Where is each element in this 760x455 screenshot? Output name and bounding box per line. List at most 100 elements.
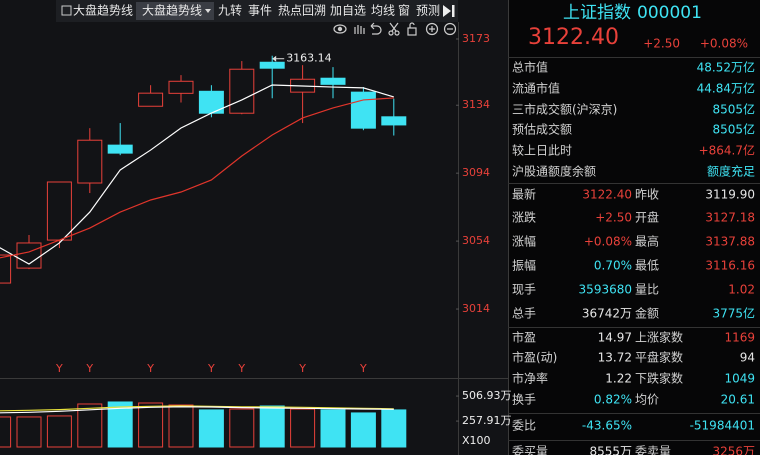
candle-body bbox=[350, 91, 376, 129]
table-label: 昨收 bbox=[635, 188, 659, 202]
y-tick-label: 3134 bbox=[462, 98, 490, 111]
table-value: 1049 bbox=[724, 372, 755, 386]
table-value: 1169 bbox=[724, 331, 755, 345]
signal-label: Y bbox=[55, 362, 63, 375]
table-value: 3122.40 bbox=[582, 188, 632, 202]
table-label: 委卖量 bbox=[635, 445, 671, 455]
table-value: 94 bbox=[740, 351, 755, 365]
volume-bar bbox=[0, 416, 12, 448]
y-tick-label: 3054 bbox=[462, 234, 490, 247]
stat-label: 三市成交额(沪深京) bbox=[512, 102, 617, 117]
stat-value: +864.7亿 bbox=[699, 143, 755, 158]
toolbar-item[interactable]: 事件 bbox=[248, 4, 272, 18]
volume-ma-line bbox=[0, 405, 394, 412]
stat-value: 48.52万亿 bbox=[697, 60, 755, 75]
end-icon[interactable] bbox=[443, 5, 455, 17]
table-value: 0.82% bbox=[594, 393, 632, 407]
table-label: 市盈(动) bbox=[512, 350, 557, 365]
table-label: 最新 bbox=[512, 187, 536, 202]
table-value: 8555万 bbox=[589, 445, 632, 455]
table-value: 3775亿 bbox=[712, 306, 755, 321]
table-label: 涨跌 bbox=[512, 210, 536, 225]
table-label: 最高 bbox=[635, 234, 659, 249]
checkbox[interactable] bbox=[61, 5, 72, 16]
volume-bar bbox=[229, 408, 255, 448]
change: +2.50 bbox=[643, 37, 680, 51]
table-label: 市净率 bbox=[512, 371, 548, 386]
table-value: +2.50 bbox=[595, 211, 632, 225]
stat-label: 总市值 bbox=[512, 60, 548, 75]
table-label: 换手 bbox=[512, 393, 536, 407]
candle-body bbox=[381, 116, 407, 126]
volume-bar bbox=[138, 402, 164, 448]
table-value: 0.70% bbox=[594, 259, 632, 273]
stat-value: 额度充足 bbox=[707, 164, 755, 179]
candle-body bbox=[46, 181, 72, 241]
table-value: -51984401 bbox=[690, 419, 755, 433]
table-value: 3119.90 bbox=[705, 188, 755, 202]
volume-tick-label: 506.93万 bbox=[462, 389, 512, 402]
volume-bar bbox=[290, 408, 316, 448]
table-value: 3127.18 bbox=[705, 211, 755, 225]
volume-bar bbox=[381, 409, 407, 448]
stat-value: 44.84万亿 bbox=[697, 81, 755, 96]
table-label: 市盈 bbox=[512, 330, 536, 345]
stat-label: 较上日此时 bbox=[512, 143, 572, 158]
table-label: 金额 bbox=[635, 306, 659, 321]
signal-label: Y bbox=[237, 362, 245, 375]
volume-bar bbox=[46, 415, 72, 448]
tool-icons[interactable] bbox=[333, 22, 457, 36]
change-pct: +0.08% bbox=[700, 37, 748, 51]
table-label: 委买量 bbox=[512, 445, 548, 455]
candle-body bbox=[229, 68, 255, 114]
table-label: 总手 bbox=[512, 307, 536, 321]
table-label: 振幅 bbox=[512, 258, 536, 273]
candle-body bbox=[77, 139, 103, 184]
panel-bg bbox=[508, 0, 760, 455]
volume-bar bbox=[320, 409, 346, 448]
candle-body bbox=[138, 92, 164, 107]
table-value: 3137.88 bbox=[705, 235, 755, 249]
table-label: 现手 bbox=[512, 283, 536, 297]
volume-bar bbox=[350, 412, 376, 448]
candle-body bbox=[320, 77, 346, 85]
dropdown-arrow bbox=[205, 9, 211, 13]
table-value: 3116.16 bbox=[705, 259, 755, 273]
table-label: 下跌家数 bbox=[635, 371, 683, 386]
table-value: 36742万 bbox=[582, 307, 632, 321]
toolbar-item[interactable]: 大盘趋势线 bbox=[73, 3, 133, 18]
stat-value: 8505亿 bbox=[712, 102, 755, 117]
candle-body bbox=[107, 144, 133, 154]
table-value: 1.22 bbox=[605, 372, 632, 386]
toolbar-item[interactable]: 热点回溯 bbox=[278, 3, 326, 18]
candle-body bbox=[0, 254, 12, 284]
toolbar-item[interactable]: 加自选 bbox=[330, 4, 366, 18]
table-label: 上涨家数 bbox=[635, 330, 683, 345]
high-annotation: 3163.14 bbox=[286, 52, 332, 65]
chart-bg bbox=[0, 0, 508, 455]
table-label: 委比 bbox=[512, 419, 536, 433]
toolbar-item[interactable]: 均线 bbox=[371, 4, 395, 18]
toolbar-item[interactable]: 九转 bbox=[218, 3, 242, 18]
toolbar-item[interactable]: 预测 bbox=[416, 4, 440, 18]
signal-label: Y bbox=[207, 362, 215, 375]
table-value: 1.02 bbox=[728, 283, 755, 297]
y-tick-label: 3094 bbox=[462, 166, 490, 179]
volume-ma-line bbox=[0, 406, 394, 414]
toolbar-item[interactable]: 大盘趋势线 bbox=[142, 3, 202, 18]
toolbar-active[interactable] bbox=[136, 2, 214, 20]
table-label: 最低 bbox=[635, 259, 659, 273]
stat-label: 流通市值 bbox=[512, 81, 560, 96]
volume-bar bbox=[77, 403, 103, 448]
volume-bar bbox=[16, 416, 42, 448]
signal-label: Y bbox=[298, 362, 306, 375]
table-label: 平盘家数 bbox=[635, 350, 683, 365]
toolbar-item[interactable]: 窗 bbox=[398, 4, 410, 18]
table-value: 14.97 bbox=[598, 331, 632, 345]
volume-unit: X100 bbox=[462, 434, 491, 447]
candle-body bbox=[168, 80, 194, 94]
annotation-arrow bbox=[272, 55, 285, 62]
table-label: 量比 bbox=[635, 283, 659, 297]
signal-label: Y bbox=[359, 362, 367, 375]
